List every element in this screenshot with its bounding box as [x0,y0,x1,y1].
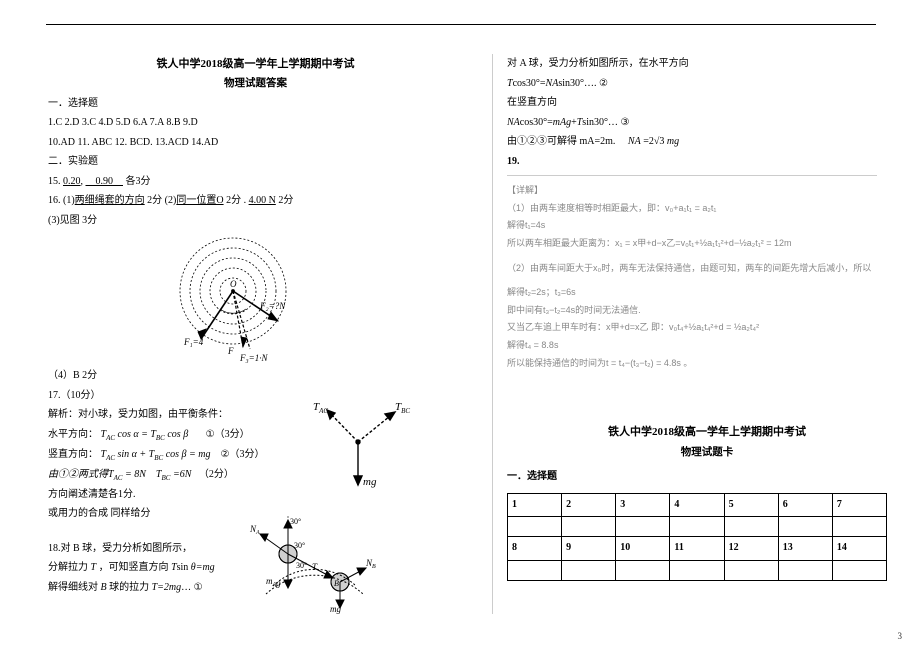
cell: 9 [562,537,616,561]
cell: 4 [670,493,724,517]
svg-text:30°: 30° [290,517,301,526]
d3: 所以两车相距最大距离为：x₁ = x甲+d−x乙=v₀t₁+½a₁t₁²+d−½… [507,235,907,252]
force-diagram-18: 30° 30° 30° NA T NB mAg mg B [238,506,388,616]
card-subtitle: 物理试题卡 [507,443,907,462]
d6: 即中间有t₃−t₂=4s的时间无法通信. [507,302,907,319]
cell: 7 [832,493,886,517]
r5a: 由①②③可解得 mA=2m. [507,136,615,147]
card-heading: 一．选择题 [507,468,907,487]
concentric-figure: O F₁=4 F₂=?N F F₃=1·N [48,231,463,366]
experiment-heading: 二．实验题 [48,153,463,172]
detail-label: 【详解】 [507,182,907,199]
label-F2: F₂=?N [259,301,286,311]
q16-m2: 2分 . [224,195,249,206]
q16-3: (3)见图 3分 [48,212,463,231]
q16-tail: 2分 [276,195,294,206]
cell: 12 [724,537,778,561]
answer-table: 1 2 3 4 5 6 7 8 9 10 11 12 13 14 [507,493,887,581]
q16-b: 同一位置O [176,195,223,206]
q16-prefix: 16. (1) [48,195,75,206]
r2: Tcos30°=NAsin30°…. ② [507,75,907,94]
table-row [508,517,887,537]
right-column: 对 A 球，受力分析如图所示，在水平方向 Tcos30°=NAsin30°…. … [492,54,907,614]
q16-a: 两细绳套的方向 [75,195,145,206]
q15-blank-b: 0.90 [86,176,124,187]
q17-l3-post: ②（3分） [220,449,264,460]
q15-tail: 各3分 [123,176,151,187]
q19-num: 19. [507,153,907,172]
svg-text:TBC: TBC [395,401,410,415]
left-column: 铁人中学2018级高一学年上学期期中考试 物理试题答案 一．选择题 1.C 2.… [48,54,463,598]
svg-text:NA: NA [249,524,260,536]
q17-l2-post: ①（3分） [206,429,250,440]
svg-text:mAg: mAg [266,576,281,588]
cell: 8 [508,537,562,561]
r1: 对 A 球，受力分析如图所示，在水平方向 [507,55,907,74]
svg-text:30°: 30° [294,541,305,550]
q15-line: 15. 0.20, 0.90 各3分 [48,173,463,192]
table-row: 1 2 3 4 5 6 7 [508,493,887,517]
label-F1: F₁=4 [183,337,204,347]
label-F3: F₃=1·N [239,353,268,363]
d2: 解得t₁=4s [507,217,907,234]
svg-text:B: B [334,579,339,588]
cell: 11 [670,537,724,561]
answer-detail-block: 【详解】 （1）由两车速度相等时相距最大，即：v₀+a₁t₁ = a₂t₁ 解得… [507,182,907,371]
svg-text:mg: mg [363,476,377,488]
label-F: F [227,346,234,356]
d9: 所以能保持通信的时间为t = t₄−(t₃−t₂) = 4.8s 。 [507,355,907,372]
d1: （1）由两车速度相等时相距最大，即：v₀+a₁t₁ = a₂t₁ [507,200,907,217]
svg-text:mg: mg [330,604,341,614]
svg-text:O: O [230,279,237,289]
r5: 由①②③可解得 mA=2m. NA =2√3 mg [507,133,907,152]
force-diagram-17: TAC TBC mg [303,400,423,495]
choice-answers-2: 10.AD 11. ABC 12. BCD. 13.ACD 14.AD [48,134,463,153]
q17-formula-2: TAC sin α + TBC cos β = mg [101,449,211,460]
d4: （2）由两车间距大于x₀时，两车无法保持通信，由题可知，两车的间距先增大后减小，… [507,260,907,277]
q17-formula-1: TAC cos α = TBC cos β [101,429,189,440]
cell: 3 [616,493,670,517]
table-row [508,560,887,580]
r3: 在竖直方向 [507,94,907,113]
svg-text:TAC: TAC [313,401,328,415]
svg-text:T: T [312,562,318,572]
r4: NAcos30°=mAg+Tsin30°… ③ [507,114,907,133]
d5: 解得t₂=2s；t₃=6s [507,284,907,301]
cell: 6 [778,493,832,517]
exam-title: 铁人中学2018级高一学年上学期期中考试 [48,54,463,74]
cell: 5 [724,493,778,517]
d7: 又当乙车追上甲车时有：x甲+d=x乙 即：v₀t₄+½a₁t₄²+d = ½a₂… [507,319,907,336]
svg-text:30°: 30° [296,561,307,570]
q15-blank-a: 0.20 [63,176,81,187]
exam-subtitle: 物理试题答案 [48,74,463,93]
d8: 解得t₄ = 8.8s [507,337,907,354]
page-number: 3 [898,631,903,641]
cell: 1 [508,493,562,517]
cell: 10 [616,537,670,561]
card-title: 铁人中学2018级高一学年上学期期中考试 [507,422,907,442]
choice-answers-1: 1.C 2.D 3.C 4.D 5.D 6.A 7.A 8.B 9.D [48,114,463,133]
cell: 14 [832,537,886,561]
q15-prefix: 15. [48,176,63,187]
q16-c: 4.00 N [249,195,276,206]
q17-l3-pre: 竖直方向： [48,449,98,460]
choice-heading: 一．选择题 [48,95,463,114]
q17-l2-pre: 水平方向： [48,429,98,440]
cell: 2 [562,493,616,517]
table-row: 8 9 10 11 12 13 14 [508,537,887,561]
cell: 13 [778,537,832,561]
q16-line: 16. (1)两细绳套的方向 2分 (2)同一位置O 2分 . 4.00 N 2… [48,192,463,211]
q16-m1: 2分 (2) [145,195,177,206]
q16-4: （4）B 2分 [48,367,463,386]
svg-text:NB: NB [365,558,376,570]
